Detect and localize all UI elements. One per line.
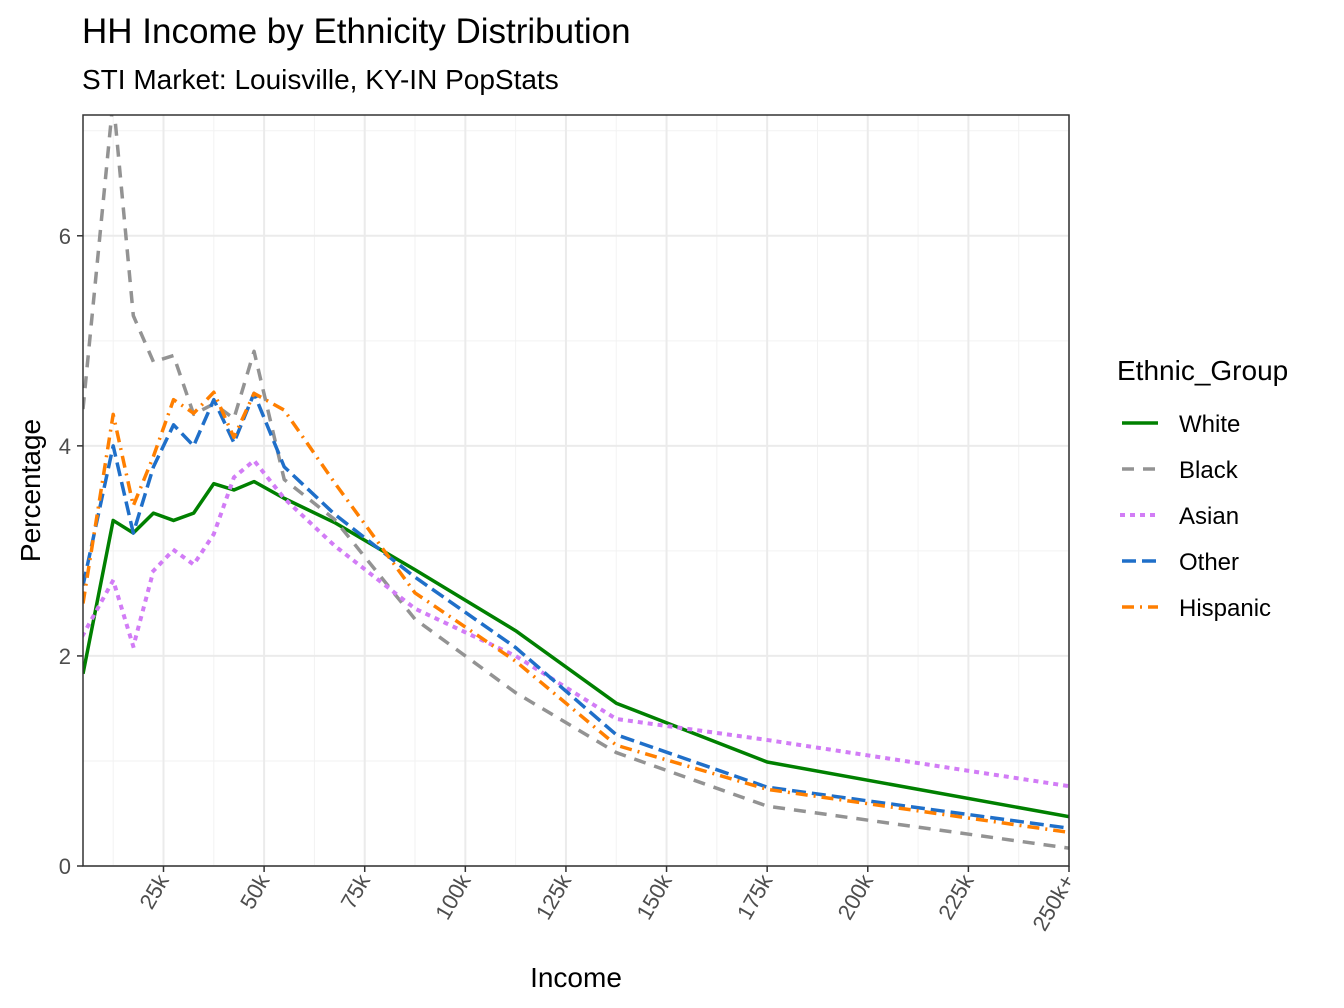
x-tick-label: 175k: [732, 869, 778, 924]
legend-label-hispanic: Hispanic: [1179, 595, 1271, 622]
x-tick-label: 100k: [430, 869, 476, 924]
legend-label-asian: Asian: [1179, 503, 1239, 530]
series-line-black: [83, 115, 1069, 850]
y-tick-label: 0: [59, 854, 71, 879]
x-tick-label: 225k: [933, 869, 979, 924]
legend-label-other: Other: [1179, 549, 1239, 576]
y-tick-label: 2: [59, 644, 71, 669]
chart-subtitle: STI Market: Louisville, KY-IN PopStats: [82, 64, 559, 95]
plot-border: [82, 114, 1070, 867]
series-line-hispanic: [83, 390, 1069, 835]
y-tick-label: 4: [59, 434, 71, 459]
legend-label-black: Black: [1179, 457, 1239, 484]
x-axis-label: Income: [530, 962, 622, 993]
legend-label-white: White: [1179, 411, 1240, 438]
x-tick-label: 250k+: [1027, 870, 1079, 935]
x-tick-label: 50k: [235, 869, 275, 913]
x-tick-label: 75k: [336, 869, 376, 913]
y-tick-label: 6: [59, 224, 71, 249]
plot-panel: [83, 115, 1069, 866]
series-line-asian: [83, 458, 1069, 789]
legend-title: Ethnic_Group: [1117, 355, 1288, 386]
chart-title: HH Income by Ethnicity Distribution: [82, 12, 631, 51]
x-tick-label: 25k: [134, 869, 174, 913]
x-tick-label: 150k: [631, 869, 677, 924]
x-tick-label: 125k: [531, 869, 577, 924]
series-line-white: [83, 479, 1069, 819]
x-tick-label: 200k: [833, 869, 879, 924]
y-axis-label: Percentage: [15, 419, 46, 562]
series-group: [83, 115, 1069, 850]
